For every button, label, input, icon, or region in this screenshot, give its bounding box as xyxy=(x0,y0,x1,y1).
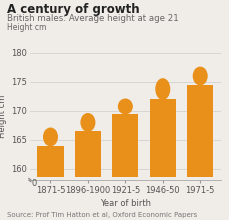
Bar xyxy=(186,85,212,178)
Bar xyxy=(149,99,175,178)
Text: Height cm: Height cm xyxy=(7,23,46,32)
Ellipse shape xyxy=(118,99,132,114)
Text: A century of growth: A century of growth xyxy=(7,3,139,16)
Y-axis label: Height cm: Height cm xyxy=(0,95,7,138)
Text: Source: Prof Tim Hatton et al, Oxford Economic Papers: Source: Prof Tim Hatton et al, Oxford Ec… xyxy=(7,212,196,218)
Text: 0: 0 xyxy=(31,179,36,188)
Ellipse shape xyxy=(81,114,94,131)
Ellipse shape xyxy=(193,67,206,85)
Bar xyxy=(74,131,101,178)
Bar xyxy=(112,114,138,178)
Ellipse shape xyxy=(44,128,57,146)
Bar xyxy=(37,146,63,178)
X-axis label: Year of birth: Year of birth xyxy=(99,199,150,208)
Text: British males: Average height at age 21: British males: Average height at age 21 xyxy=(7,14,178,23)
Ellipse shape xyxy=(155,79,169,99)
